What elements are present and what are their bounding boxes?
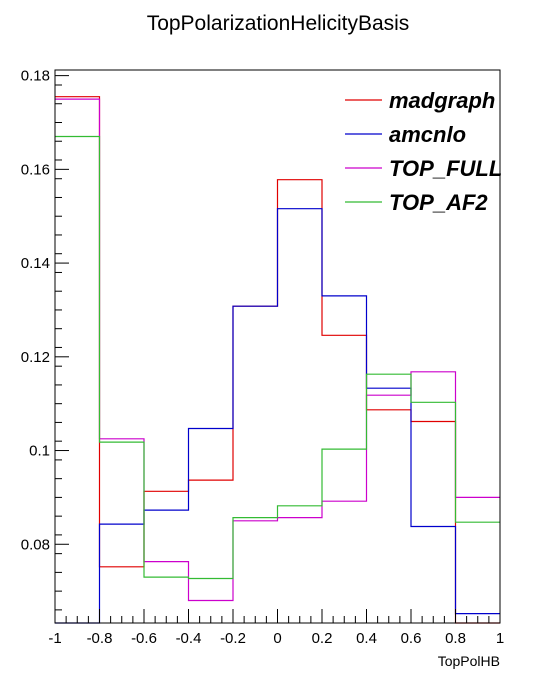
plot-frame	[54, 69, 501, 624]
y-tick-label: 0.16	[21, 161, 50, 178]
legend-label-top-af2: TOP_AF2	[389, 190, 488, 215]
series-line-top-af2	[55, 135, 500, 580]
y-tick-label: 0.12	[21, 349, 50, 366]
y-tick-label: 0.08	[21, 536, 50, 553]
x-tick-label: 0.2	[312, 630, 333, 647]
legend-label-top-full: TOP_FULL	[389, 156, 502, 181]
x-tick-label: -0.6	[131, 630, 157, 647]
x-tick-label: -0.8	[87, 630, 113, 647]
series-line-amcnlo	[55, 208, 500, 624]
y-tick-label: 0.14	[21, 255, 50, 272]
legend: madgraph amcnlo TOP_FULL TOP_AF2	[345, 88, 502, 215]
chart-title: TopPolarizationHelicityBasis	[147, 12, 410, 35]
x-tick-label: -1	[48, 630, 61, 647]
legend-label-madgraph: madgraph	[389, 88, 495, 113]
series-layer	[55, 96, 500, 624]
x-axis-title: TopPolHB	[438, 653, 500, 669]
x-tick-label: 1	[496, 630, 504, 647]
x-axis: -1 -0.8 -0.6 -0.4 -0.2 0 0.2 0.4 0.6 0.8 1	[48, 609, 504, 647]
x-tick-label: 0.6	[401, 630, 422, 647]
y-axis: 0.08 0.1 0.12 0.14 0.16 0.18	[21, 68, 69, 611]
x-tick-label: -0.2	[220, 630, 246, 647]
y-tick-label: 0.1	[29, 443, 50, 460]
x-tick-label: -0.4	[176, 630, 202, 647]
x-tick-label: 0.4	[356, 630, 377, 647]
x-tick-label: 0	[273, 630, 281, 647]
legend-label-amcnlo: amcnlo	[389, 122, 466, 147]
x-tick-label: 0.8	[445, 630, 466, 647]
y-tick-label: 0.18	[21, 68, 50, 85]
